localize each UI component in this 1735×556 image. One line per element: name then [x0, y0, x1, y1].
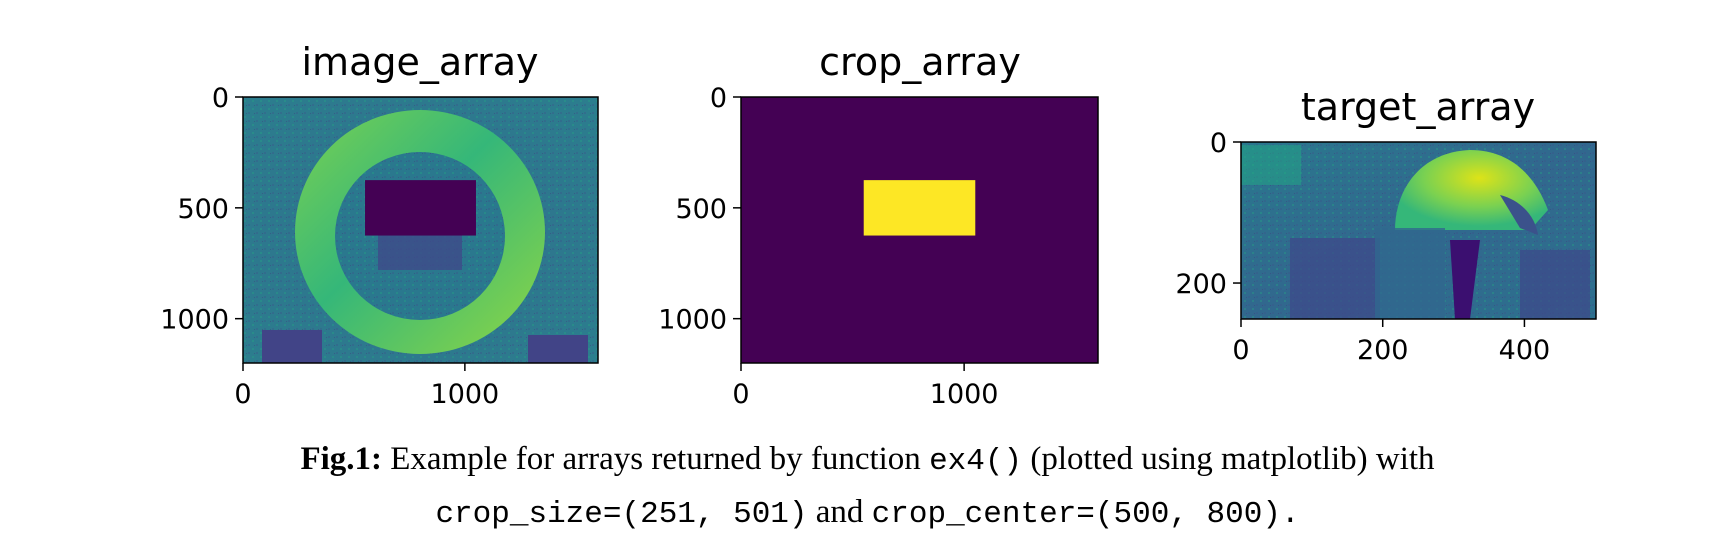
figure-caption: Fig.1: Example for arrays returned by fu… [0, 434, 1735, 540]
image-array-xtick-label: 0 [234, 379, 251, 410]
crop-array-xtick-label: 0 [732, 379, 749, 410]
crop-array-ytick-label: 0 [710, 83, 727, 114]
caption-text-and: and [815, 494, 864, 530]
image-array-frame [242, 96, 599, 364]
image-array-ytick-label: 0 [212, 83, 229, 114]
image-corner-dark-right [528, 335, 588, 363]
target-dark-stem [1450, 240, 1480, 319]
caption-code-crop-center: crop_center=(500, 800). [871, 497, 1300, 532]
panel-title-target-array: target_array [1301, 85, 1535, 129]
target-eagle-beak [1500, 195, 1538, 235]
image-corner-dark [262, 330, 322, 363]
image-hidden-region [365, 180, 476, 236]
target-array-frame [1240, 141, 1597, 320]
caption-line-2: crop_size=(251, 501) and crop_center=(50… [0, 487, 1735, 540]
target-array-ticks: 0 200 400 0 200 [1175, 128, 1550, 366]
image-logo-block [378, 232, 462, 270]
panel-crop-array: crop_array 0 1000 0 500 1000 [658, 40, 1099, 410]
target-array-xtick-label: 200 [1357, 335, 1409, 366]
crop-array-region [863, 180, 976, 236]
target-array-ytick-label: 200 [1175, 269, 1227, 300]
target-letter-block-left [1290, 238, 1380, 319]
image-array-ytick-label: 1000 [160, 305, 229, 336]
caption-code-crop-size: crop_size=(251, 501) [435, 497, 808, 532]
image-array-xtick-label: 1000 [431, 379, 500, 410]
image-array-heatmap [243, 97, 598, 363]
caption-text-a: Example for arrays returned by function [390, 441, 921, 477]
target-light-patch [1241, 145, 1301, 185]
panel-image-array: image_array 0 1000 0 500 1000 [160, 40, 599, 410]
crop-array-xtick-label: 1000 [930, 379, 999, 410]
panel-title-crop-array: crop_array [819, 40, 1021, 84]
image-array-ytick-label: 500 [177, 194, 229, 225]
target-array-ytick-label: 0 [1210, 128, 1227, 159]
panel-title-image-array: image_array [302, 40, 539, 84]
target-array-heatmap [1241, 142, 1596, 319]
target-letter-block-right [1520, 250, 1590, 319]
crop-array-ticks: 0 1000 0 500 1000 [658, 83, 998, 410]
caption-line-1: Fig.1: Example for arrays returned by fu… [0, 434, 1735, 487]
crop-array-ytick-label: 500 [675, 194, 727, 225]
target-letter-block-mid [1375, 228, 1445, 319]
target-array-xtick-label: 0 [1232, 335, 1249, 366]
caption-code-function: ex4() [929, 444, 1023, 479]
crop-array-frame [740, 96, 1099, 364]
panel-target-array: target_array 0 200 400 0 200 [1175, 85, 1597, 366]
caption-text-b: (plotted using matplotlib) with [1030, 441, 1435, 477]
image-array-ticks: 0 1000 0 500 1000 [160, 83, 499, 410]
target-array-xtick-label: 400 [1499, 335, 1551, 366]
caption-label: Fig.1: [300, 441, 383, 477]
crop-array-ytick-label: 1000 [658, 305, 727, 336]
